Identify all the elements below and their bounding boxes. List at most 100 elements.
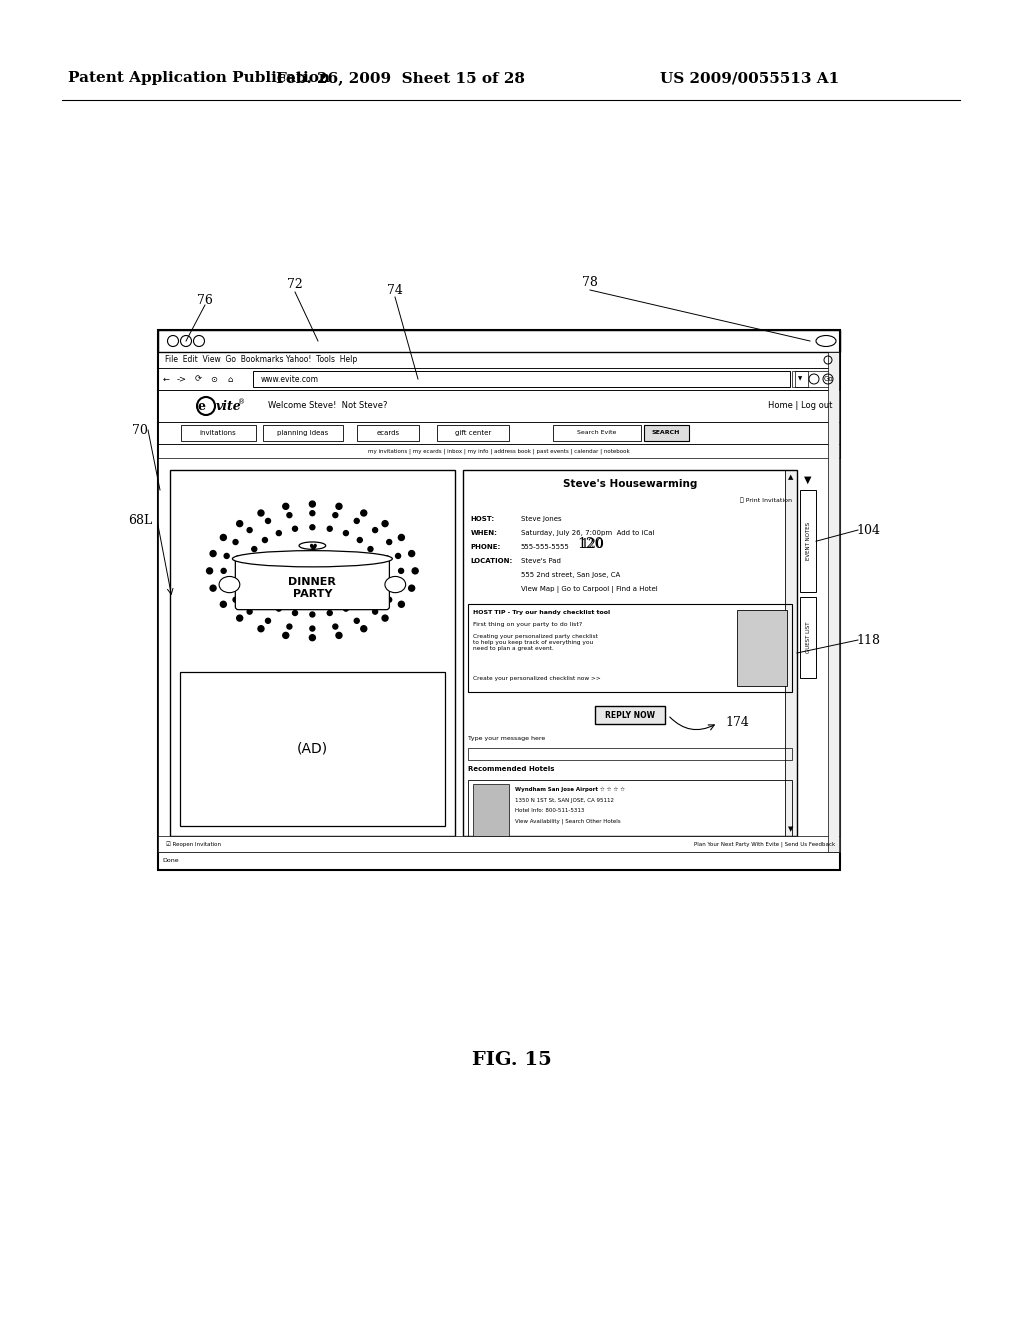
Circle shape [287, 512, 292, 517]
Text: 🖨 Print Invitation: 🖨 Print Invitation [740, 498, 792, 503]
Circle shape [395, 553, 400, 558]
Text: www.evite.com: www.evite.com [261, 375, 319, 384]
Bar [644, 425, 689, 441]
Bar [158, 444, 840, 458]
Text: ecards: ecards [377, 430, 399, 436]
Bar [553, 425, 641, 441]
Circle shape [310, 525, 314, 529]
Circle shape [262, 599, 267, 605]
Circle shape [333, 624, 338, 630]
Circle shape [360, 626, 367, 632]
Circle shape [382, 615, 388, 622]
Bar [785, 470, 797, 836]
Text: EVENT NOTES: EVENT NOTES [806, 523, 811, 560]
Text: ▼: ▼ [788, 826, 794, 832]
Bar [463, 470, 797, 836]
Bar [468, 605, 792, 692]
Text: Recommended Hotels: Recommended Hotels [468, 766, 554, 772]
Text: HOST TIP - Try our handy checklist tool: HOST TIP - Try our handy checklist tool [473, 610, 610, 615]
Text: Wyndham San Jose Airport ☆ ☆ ☆ ☆: Wyndham San Jose Airport ☆ ☆ ☆ ☆ [515, 785, 625, 792]
Circle shape [237, 615, 243, 622]
Text: SEARCH: SEARCH [652, 430, 680, 436]
Circle shape [309, 502, 315, 507]
Text: FIG. 15: FIG. 15 [472, 1051, 552, 1069]
Text: GUEST LIST: GUEST LIST [806, 622, 811, 653]
Circle shape [343, 531, 348, 536]
Bar [263, 425, 343, 441]
Text: Feb. 26, 2009  Sheet 15 of 28: Feb. 26, 2009 Sheet 15 of 28 [275, 71, 524, 84]
Text: ▼: ▼ [804, 475, 812, 484]
Text: ⌂: ⌂ [227, 375, 232, 384]
Circle shape [328, 527, 332, 531]
Bar [158, 368, 840, 389]
Ellipse shape [385, 577, 406, 593]
Circle shape [310, 511, 314, 516]
Circle shape [373, 609, 378, 614]
Bar [158, 836, 840, 851]
Circle shape [336, 503, 342, 510]
Text: 555 2nd street, San Jose, CA: 555 2nd street, San Jose, CA [521, 572, 620, 578]
Bar [158, 389, 840, 851]
Circle shape [221, 569, 226, 573]
Bar [158, 422, 840, 444]
Text: 76: 76 [197, 293, 213, 306]
Circle shape [276, 531, 282, 536]
Circle shape [245, 579, 250, 585]
Circle shape [333, 512, 338, 517]
Text: ▲: ▲ [788, 474, 794, 480]
Circle shape [354, 519, 359, 524]
Text: 78: 78 [582, 276, 598, 289]
Bar [181, 425, 256, 441]
Bar [828, 352, 839, 851]
Circle shape [220, 535, 226, 540]
Text: View Map | Go to Carpool | Find a Hotel: View Map | Go to Carpool | Find a Hotel [521, 586, 657, 593]
Text: Create your personalized checklist now >>: Create your personalized checklist now >… [473, 676, 600, 681]
Text: Type your message here: Type your message here [468, 737, 545, 741]
Text: Creating your personalized party checklist
to help you keep track of everything : Creating your personalized party checkli… [473, 634, 598, 651]
Circle shape [233, 597, 238, 602]
Text: Home | Log out: Home | Log out [768, 401, 831, 411]
Text: ®: ® [239, 399, 246, 405]
Circle shape [237, 520, 243, 527]
Bar [437, 425, 509, 441]
Ellipse shape [232, 550, 392, 566]
Text: 72: 72 [287, 279, 303, 292]
Circle shape [373, 528, 378, 532]
Circle shape [283, 632, 289, 639]
Text: Steve's Pad: Steve's Pad [521, 558, 560, 564]
Circle shape [336, 632, 342, 639]
Circle shape [377, 569, 382, 573]
Text: 120: 120 [581, 537, 604, 550]
Circle shape [207, 568, 213, 574]
Text: Search Evite: Search Evite [578, 430, 616, 436]
Text: Welcome Steve!  Not Steve?: Welcome Steve! Not Steve? [268, 401, 387, 411]
Text: ☑ Reopen Invitation: ☑ Reopen Invitation [166, 841, 221, 847]
Text: First thing on your party to do list?: First thing on your party to do list? [473, 622, 582, 627]
Text: Plan Your Next Party With Evite | Send Us Feedback: Plan Your Next Party With Evite | Send U… [693, 841, 835, 846]
Text: 1350 N 1ST St, SAN JOSE, CA 95112: 1350 N 1ST St, SAN JOSE, CA 95112 [515, 799, 613, 803]
Text: 555-555-5555: 555-555-5555 [521, 544, 569, 550]
Circle shape [409, 585, 415, 591]
Text: planning Ideas: planning Ideas [278, 430, 329, 436]
Bar [180, 672, 444, 826]
Circle shape [357, 599, 362, 605]
Text: 104: 104 [856, 524, 880, 536]
Bar [357, 425, 419, 441]
Bar [158, 352, 840, 368]
Text: WHEN:: WHEN: [471, 531, 498, 536]
Circle shape [262, 537, 267, 543]
Circle shape [375, 579, 380, 585]
Text: e: e [198, 400, 206, 412]
Text: ♥: ♥ [308, 543, 316, 553]
Circle shape [287, 624, 292, 630]
Text: Patent Application Publication: Patent Application Publication [68, 71, 330, 84]
Circle shape [360, 510, 367, 516]
Text: ▼: ▼ [798, 376, 802, 381]
Bar [158, 330, 840, 870]
FancyBboxPatch shape [236, 556, 389, 610]
Text: ⊙: ⊙ [211, 375, 217, 384]
Circle shape [252, 590, 257, 595]
Text: 118: 118 [856, 634, 880, 647]
Text: 70: 70 [132, 424, 147, 437]
Text: Steve Jones: Steve Jones [521, 516, 561, 521]
